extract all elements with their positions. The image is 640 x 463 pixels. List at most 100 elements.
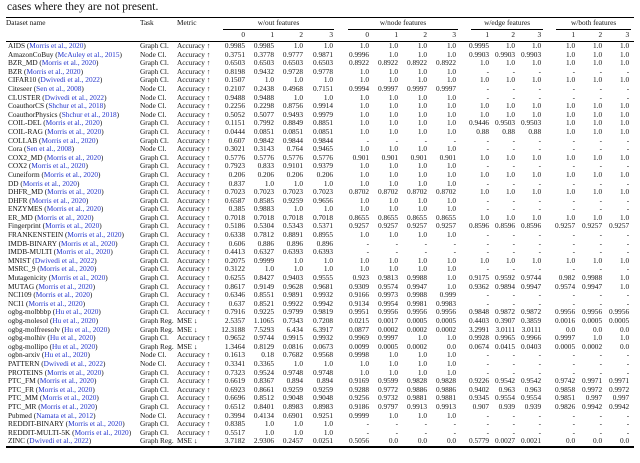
citation-link[interactable]: Morris et al., 2020 bbox=[36, 283, 95, 291]
citation-link[interactable]: Hu et al., 2020 bbox=[50, 343, 98, 351]
value-cell: - bbox=[512, 368, 516, 377]
value-cell: 1.0 bbox=[479, 102, 490, 111]
value-cell: - bbox=[538, 359, 542, 368]
value-cell: - bbox=[538, 179, 542, 188]
citation-link[interactable]: Hu et al., 2020 bbox=[48, 334, 96, 342]
citation-link[interactable]: Dwivedi et al., 2022 bbox=[27, 437, 91, 445]
table-row: ogbn-arxiv Hu et al., 2020Node Cl.Accura… bbox=[6, 351, 634, 360]
value-cell: 0.9652 bbox=[224, 334, 245, 343]
citation-link[interactable]: Morris et al., 2020 bbox=[49, 274, 108, 282]
value-cell: - bbox=[626, 248, 630, 257]
value-cell: 0.2107 bbox=[224, 84, 245, 93]
citation-link[interactable]: Morris et al., 2020 bbox=[37, 265, 96, 273]
value-cell: 0.3859 bbox=[521, 317, 542, 325]
metric-cell: Accuracy ↑ bbox=[177, 256, 211, 265]
citation-link[interactable]: Dwivedi et al., 2022 bbox=[41, 360, 105, 368]
citation-link[interactable]: Morris et al., 2020 bbox=[66, 420, 125, 428]
value-cell: 1.0 bbox=[620, 256, 630, 265]
citation-link[interactable]: Shchur et al., 2018 bbox=[59, 111, 119, 119]
citation-link[interactable]: Morris et al., 2020 bbox=[65, 231, 124, 239]
citation-link[interactable]: Morris et al., 2020 bbox=[43, 222, 102, 230]
value-cell: 0.9819 bbox=[312, 308, 334, 317]
value-cell: 1.0 bbox=[446, 170, 457, 179]
dataset-name: Mutagenicity bbox=[8, 274, 49, 283]
value-cell: - bbox=[572, 248, 576, 257]
value-cell: 0.9778 bbox=[312, 67, 334, 76]
value-cell: 0.6255 bbox=[224, 274, 245, 283]
value-cell: 0.2438 bbox=[253, 84, 274, 93]
citation-link[interactable]: Morris et al., 2020 bbox=[41, 171, 100, 179]
citation-link[interactable]: Hu et al., 2020 bbox=[62, 326, 110, 334]
citation-link[interactable]: Morris et al., 2020 bbox=[24, 68, 83, 76]
citation-link[interactable]: Morris et al., 2020 bbox=[45, 369, 104, 377]
citation-link[interactable]: Morris et al., 2020 bbox=[72, 429, 131, 437]
citation-link[interactable]: Morris et al., 2020 bbox=[44, 154, 103, 162]
task-cell: Graph Cl. bbox=[140, 394, 169, 403]
metric-cell: Accuracy ↑ bbox=[177, 59, 211, 68]
citation-link[interactable]: Morris et al., 2020 bbox=[26, 300, 85, 308]
dataset-name: NCI109 bbox=[8, 291, 34, 300]
metric-cell: Accuracy ↑ bbox=[177, 402, 211, 411]
citation-link[interactable]: Dwivedi et al., 2022 bbox=[38, 76, 102, 84]
citation-link[interactable]: Morris et al., 2020 bbox=[39, 137, 98, 145]
citation-link[interactable]: Morris et al., 2020 bbox=[44, 205, 103, 213]
citation-link[interactable]: Morris et al., 2020 bbox=[20, 180, 79, 188]
citation-link[interactable]: Morris et al., 2020 bbox=[45, 128, 104, 136]
value-cell: - bbox=[572, 420, 576, 429]
citation-link[interactable]: Morris et al., 2020 bbox=[29, 162, 88, 170]
value-cell: 1.0 bbox=[323, 179, 334, 188]
citation-link[interactable]: Hu et al., 2020 bbox=[42, 351, 90, 359]
dataset-name: IMDB-MULTI bbox=[8, 248, 54, 257]
dataset-cell: ogbg-molhiv Hu et al., 2020 bbox=[6, 334, 140, 343]
value-cell: 1.0 bbox=[359, 179, 370, 188]
citation-link[interactable]: Morris et al., 2020 bbox=[29, 197, 88, 205]
value-cell: - bbox=[512, 67, 516, 76]
task-cell: Node Cl. bbox=[140, 110, 167, 119]
value-cell: 0.8983 bbox=[282, 402, 303, 411]
value-cell: 0.939 bbox=[498, 402, 516, 411]
value-cell: 0.3994 bbox=[224, 411, 245, 420]
value-cell: 0.0021 bbox=[521, 437, 542, 446]
citation-link[interactable]: Shchur et al., 2018 bbox=[46, 102, 106, 110]
value-cell: 0.6503 bbox=[224, 59, 245, 68]
citation-link[interactable]: Morris et al., 2020 bbox=[35, 214, 94, 222]
citation-link[interactable]: Morris et al., 2020 bbox=[45, 188, 104, 196]
table-row: IMDB-BINARY Morris et al., 2020Graph Cl.… bbox=[6, 240, 634, 249]
citation-link[interactable]: Dwivedi et al., 2022 bbox=[42, 94, 106, 102]
citation-link[interactable]: Sen et al., 2008 bbox=[24, 145, 74, 153]
citation-link[interactable]: Morris et al., 2020 bbox=[40, 394, 99, 402]
value-cell: 1.0 bbox=[417, 368, 428, 377]
value-cell: - bbox=[572, 368, 576, 377]
value-cell: - bbox=[512, 351, 516, 360]
value-cell: 1.0 bbox=[264, 179, 274, 188]
citation-link[interactable]: Sen et al., 2008 bbox=[34, 85, 84, 93]
value-cell: 0.9883 bbox=[253, 205, 274, 214]
citation-link[interactable]: Morris et al., 2020 bbox=[59, 240, 118, 248]
citation-link[interactable]: Morris et al., 2020 bbox=[38, 403, 97, 411]
dataset-name: MNIST bbox=[8, 256, 33, 265]
citation-link[interactable]: Morris et al., 2020 bbox=[27, 42, 86, 51]
value-cell: 0.9259 bbox=[312, 385, 334, 394]
citation-link[interactable]: Morris et al., 2020 bbox=[36, 386, 95, 394]
citation-link[interactable]: Morris et al., 2020 bbox=[54, 248, 113, 256]
value-cell: 0.9871 bbox=[312, 50, 334, 59]
citation-link[interactable]: Morris et al., 2020 bbox=[37, 377, 96, 385]
citation-link[interactable]: Namata et al., 2012 bbox=[34, 412, 96, 420]
citation-link[interactable]: Hu et al., 2020 bbox=[50, 317, 98, 325]
value-cell: 0.9848 bbox=[469, 308, 490, 317]
citation-link[interactable]: McAuley et al., 2015 bbox=[55, 51, 122, 59]
citation-link[interactable]: Hu et al., 2020 bbox=[53, 308, 101, 316]
citation-link[interactable]: Morris et al., 2020 bbox=[33, 291, 92, 299]
value-cell: 0.6503 bbox=[312, 59, 334, 68]
value-cell: 1.0 bbox=[505, 76, 516, 85]
table-row: NCI1 Morris et al., 2020Graph Cl.Accurac… bbox=[6, 300, 634, 309]
value-cell: 1.0 bbox=[479, 76, 490, 85]
value-cell: 0.9969 bbox=[348, 334, 370, 343]
citation-link[interactable]: Morris et al., 2020 bbox=[39, 59, 98, 67]
value-cell: 0.9844 bbox=[312, 136, 334, 145]
value-cell: 0.9971 bbox=[609, 377, 630, 386]
citation-link[interactable]: Morris et al., 2020 bbox=[43, 119, 102, 127]
citation-link[interactable]: Dwivedi et al., 2022 bbox=[32, 257, 96, 265]
metric-cell: Accuracy ↑ bbox=[177, 411, 211, 420]
metric-cell: Accuracy ↑ bbox=[177, 179, 211, 188]
